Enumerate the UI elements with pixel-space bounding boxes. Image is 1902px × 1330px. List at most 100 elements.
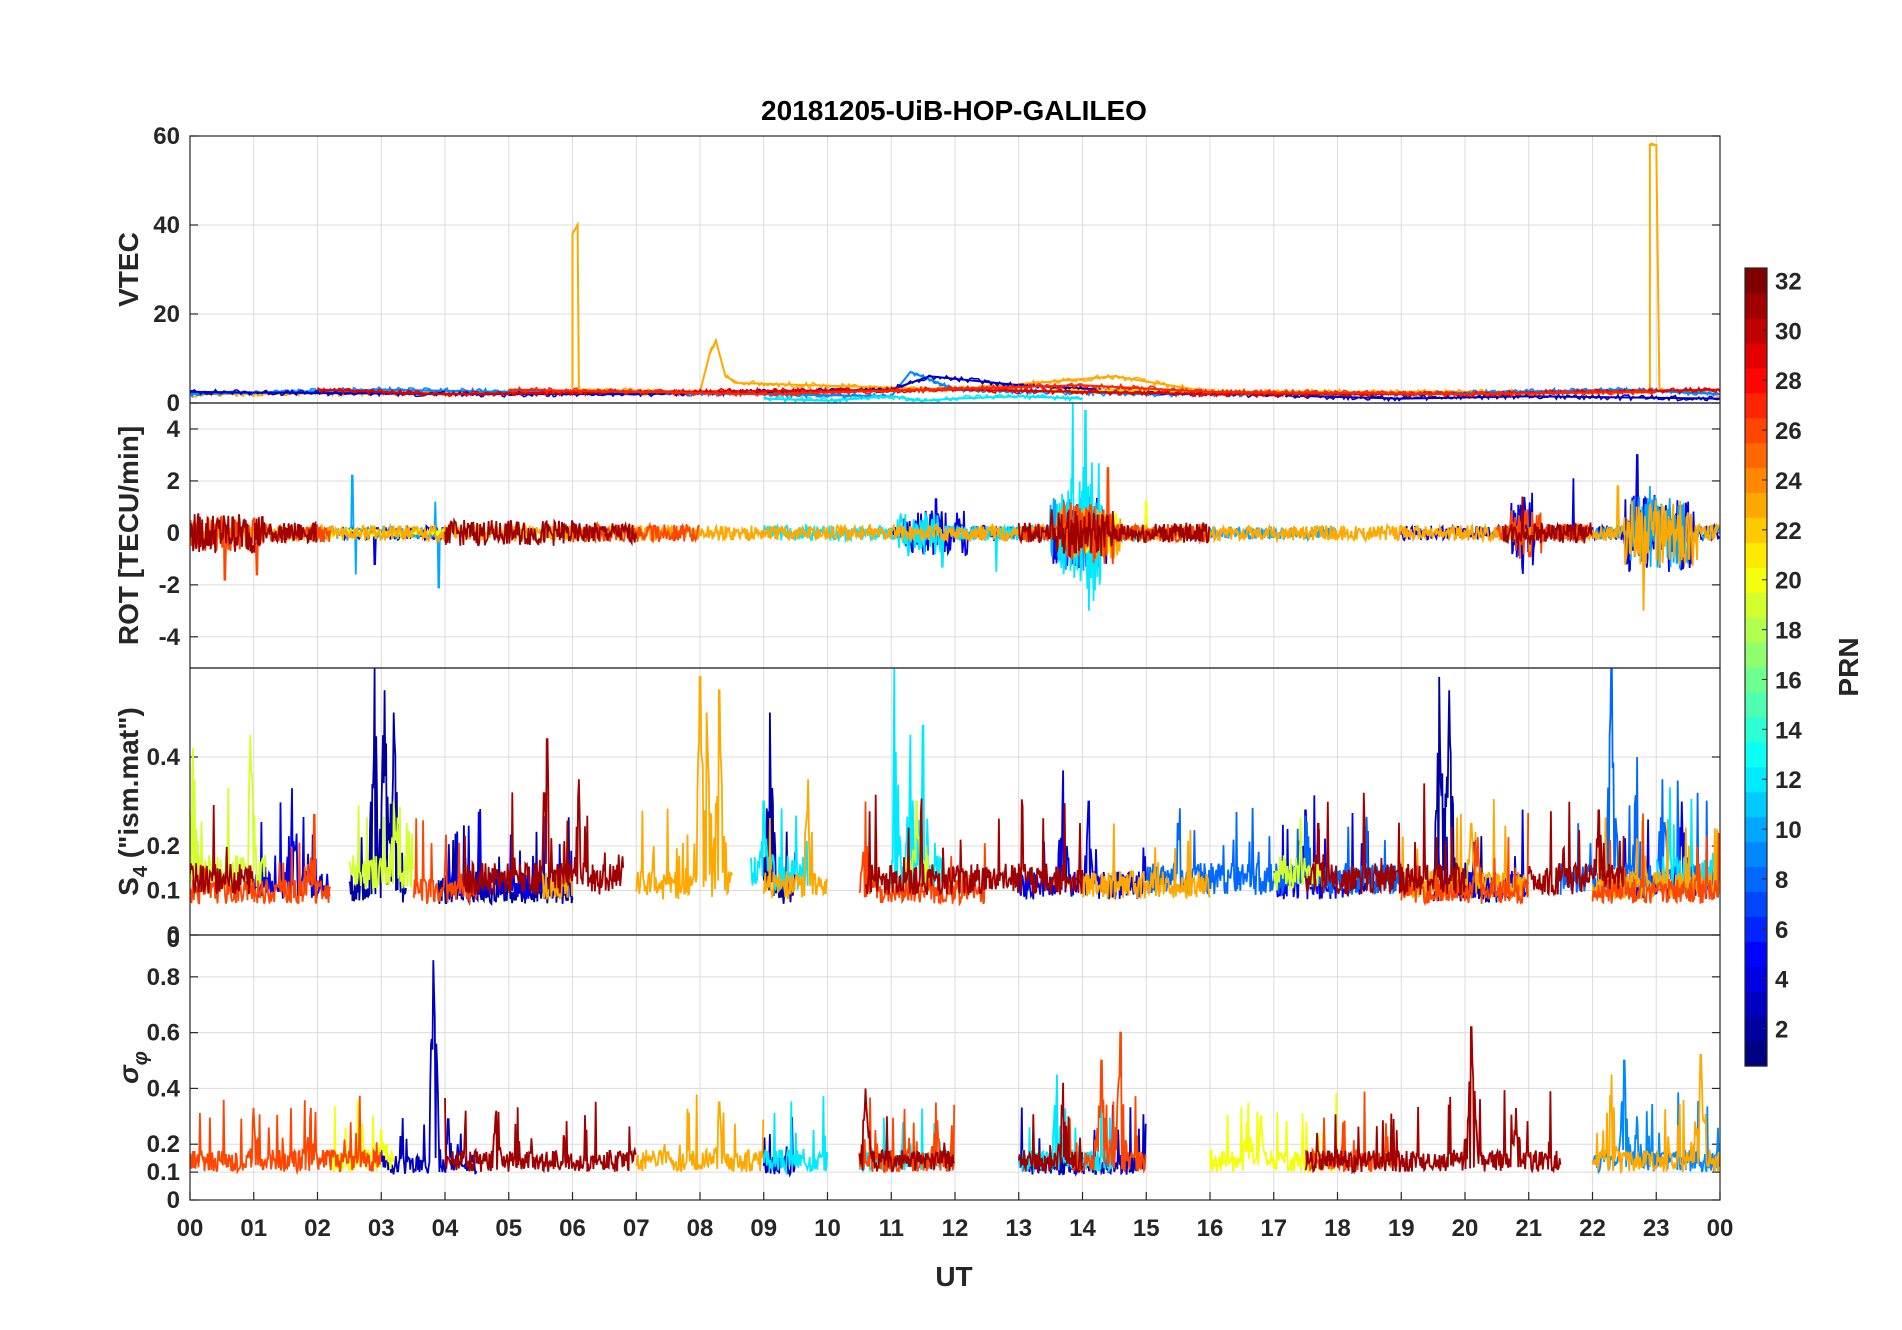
y-label-rest: ("ism.mat") <box>113 707 144 866</box>
x-tick-label: 01 <box>240 1215 267 1242</box>
series-prn-31 <box>444 1097 637 1173</box>
x-tick-label: 12 <box>942 1215 969 1242</box>
y-axis-label-rot: ROT [TECU/min] <box>113 426 144 645</box>
y-tick-label: 0.4 <box>147 744 181 771</box>
x-tick-label: 20 <box>1452 1215 1479 1242</box>
colorbar-swatch <box>1745 791 1767 818</box>
colorbar-label: PRN <box>1833 637 1864 696</box>
series-prn-31 <box>1527 801 1625 898</box>
colorbar-swatch <box>1745 442 1767 469</box>
series-prn-26 <box>858 1097 956 1174</box>
x-tick-label: 14 <box>1069 1215 1096 1242</box>
colorbar-swatch <box>1745 492 1767 518</box>
colorbar-swatch <box>1745 417 1767 444</box>
series-prn-26 <box>1400 813 1530 907</box>
series-prn-31 <box>1502 496 1593 545</box>
colorbar-swatch <box>1745 816 1767 843</box>
series-prn-23 <box>190 485 1720 611</box>
y-axis-label-s4: S4 ("ism.mat") <box>113 707 152 896</box>
y-tick-label: 0 <box>167 922 180 949</box>
series-prn-31 <box>190 804 255 895</box>
series-prn-26 <box>190 1095 382 1176</box>
y-tick-label: 0.6 <box>147 1020 180 1047</box>
series-prn-31 <box>864 794 1084 897</box>
colorbar-tick-label: 32 <box>1775 268 1802 295</box>
series-prn-23 <box>1591 1054 1720 1175</box>
series-prn-31 <box>1017 509 1211 559</box>
y-tick-label: 0 <box>167 390 180 417</box>
colorbar-swatch <box>1745 766 1767 793</box>
colorbar-tick-label: 10 <box>1775 817 1802 844</box>
y-tick-label: 20 <box>153 301 180 328</box>
y-tick-label: 0.2 <box>147 1131 180 1158</box>
y-axis-label-vtec: VTEC <box>113 232 144 307</box>
colorbar-swatch <box>1745 1041 1767 1067</box>
x-tick-label: 02 <box>304 1215 331 1242</box>
x-tick-label: 15 <box>1133 1215 1160 1242</box>
series-prn-26 <box>190 814 331 905</box>
y-tick-label: 60 <box>153 123 180 150</box>
y-tick-label: 0.2 <box>147 833 180 860</box>
colorbar-swatch <box>1745 517 1767 543</box>
x-tick-label: 09 <box>750 1215 777 1242</box>
x-tick-label: 22 <box>1579 1215 1606 1242</box>
colorbar-swatch <box>1745 592 1767 618</box>
colorbar-swatch <box>1745 1016 1767 1042</box>
x-tick-label: 11 <box>879 1215 904 1242</box>
colorbar-swatch <box>1745 866 1767 893</box>
y-tick-label: 0.1 <box>147 1159 180 1186</box>
series-prn-12 <box>762 1096 829 1176</box>
colorbar-tick-label: 4 <box>1775 967 1789 994</box>
series-group <box>190 960 1720 1178</box>
x-tick-label: 16 <box>1197 1215 1224 1242</box>
x-tick-label: 17 <box>1260 1215 1287 1242</box>
series-prn-31 <box>858 1088 956 1173</box>
series-group <box>190 403 1720 611</box>
chart-title: 20181205-UiB-HOP-GALILEO <box>761 95 1147 126</box>
colorbar-tick-label: 8 <box>1775 867 1788 894</box>
y-tick-label: 0.1 <box>147 878 180 905</box>
series-prn-26 <box>572 520 701 545</box>
colorbar-tick-label: 26 <box>1775 418 1802 445</box>
colorbar-swatch <box>1745 342 1767 369</box>
colorbar-tick-label: 28 <box>1775 368 1802 395</box>
series-prn-31 <box>463 738 625 895</box>
colorbar-swatch <box>1745 891 1767 917</box>
x-tick-label: 21 <box>1515 1215 1542 1242</box>
series-prn-31 <box>444 517 638 547</box>
colorbar-swatch <box>1745 567 1767 593</box>
y-tick-label: 2 <box>167 468 180 495</box>
colorbar-tick-label: 16 <box>1775 667 1802 694</box>
y-tick-label: -4 <box>159 624 181 651</box>
y-label-sub: 4 <box>130 865 152 877</box>
y-tick-label: 0.4 <box>147 1075 181 1102</box>
y-tick-label: 0 <box>167 1187 180 1214</box>
y-tick-label: 40 <box>153 212 180 239</box>
series-prn-3 <box>380 960 478 1175</box>
x-tick-label: 04 <box>432 1215 459 1242</box>
series-group <box>190 142 1720 403</box>
series-prn-12-detail <box>763 392 1083 403</box>
colorbar-tick-label: 20 <box>1775 568 1802 595</box>
colorbar-swatch <box>1745 716 1767 743</box>
series-prn-27-detail <box>508 382 1657 399</box>
y-label-main: S <box>113 877 144 896</box>
y-tick-label: 0 <box>167 520 180 547</box>
x-tick-label: 10 <box>814 1215 841 1242</box>
colorbar-tick-label: 24 <box>1775 468 1802 495</box>
colorbar-swatch <box>1745 991 1767 1017</box>
colorbar-swatch <box>1745 691 1767 718</box>
colorbar-swatch <box>1745 317 1767 344</box>
colorbar-swatch <box>1745 292 1767 319</box>
x-tick-label: 07 <box>623 1215 650 1242</box>
x-tick-label: 03 <box>368 1215 395 1242</box>
x-tick-label: 08 <box>687 1215 714 1242</box>
x-tick-label: 05 <box>495 1215 522 1242</box>
series-group <box>190 668 1720 907</box>
y-label-main: σ <box>113 1064 144 1084</box>
y-label-sub: φ <box>130 1051 152 1065</box>
colorbar-swatch <box>1745 467 1767 494</box>
colorbar-swatch <box>1745 392 1767 419</box>
